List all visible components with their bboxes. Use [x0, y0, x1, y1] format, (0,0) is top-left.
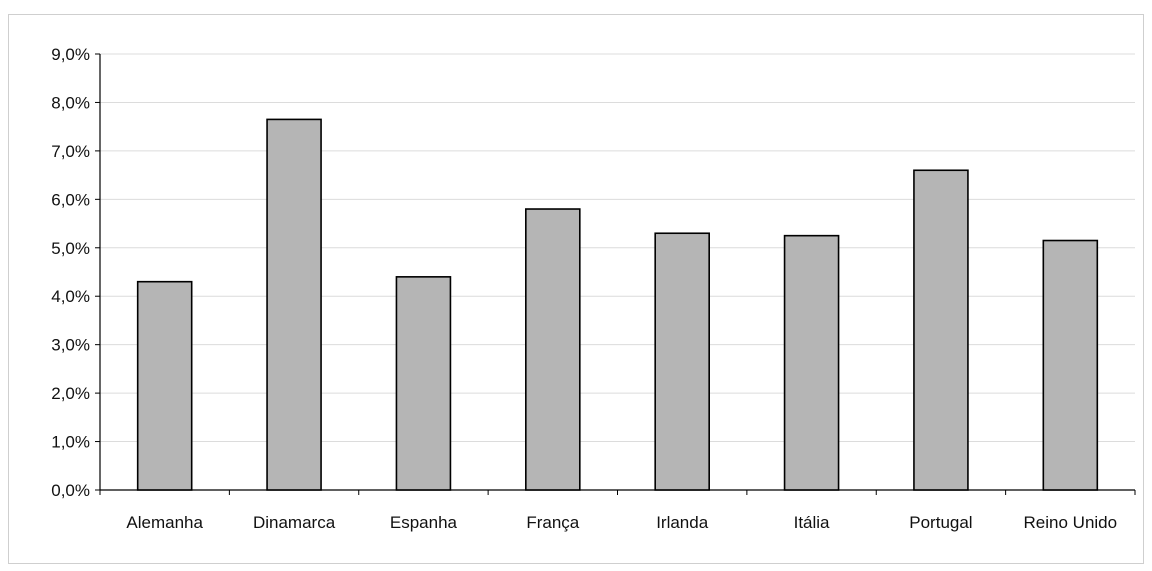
bar-irlanda — [654, 232, 710, 491]
bar-reino-unido — [1042, 239, 1099, 491]
y-tick-label: 8,0% — [51, 93, 90, 112]
bars — [136, 118, 1099, 491]
bar-espanha — [395, 276, 452, 491]
bar-portugal — [913, 169, 969, 491]
y-tick-label: 7,0% — [51, 142, 90, 161]
y-tick-label: 4,0% — [51, 287, 90, 306]
y-tick-label: 5,0% — [51, 239, 90, 258]
x-tick-label: Irlanda — [656, 513, 709, 532]
bar-alemanha — [136, 280, 193, 491]
y-tick-label: 6,0% — [51, 190, 90, 209]
x-tick-label: Portugal — [909, 513, 972, 532]
x-tick-label: Alemanha — [126, 513, 203, 532]
y-tick-label: 1,0% — [51, 433, 90, 452]
x-tick-label: Reino Unido — [1024, 513, 1118, 532]
y-tick-label: 3,0% — [51, 336, 90, 355]
chart-frame — [8, 14, 1144, 564]
bar-itália — [783, 234, 840, 491]
grid-lines — [100, 53, 1135, 443]
x-tick-label: França — [526, 513, 579, 532]
bar-dinamarca — [266, 118, 322, 491]
y-tick-label: 9,0% — [51, 45, 90, 64]
bar-frança — [525, 208, 581, 491]
x-tick-label: Itália — [794, 513, 830, 532]
x-tick-labels: Alemanha Dinamarca Espanha França Irlanda Itá… — [126, 513, 1117, 532]
y-tick-label: 2,0% — [51, 384, 90, 403]
y-tick-label: 0,0% — [51, 481, 90, 500]
x-tick-label: Dinamarca — [253, 513, 336, 532]
y-tick-labels: 0,0% 1,0% 2,0% 3,0% 4,0% 5,0% 6,0% 7,0% 8,0% 9,0% — [51, 45, 90, 500]
axes — [95, 53, 1136, 495]
x-tick-label: Espanha — [390, 513, 458, 532]
